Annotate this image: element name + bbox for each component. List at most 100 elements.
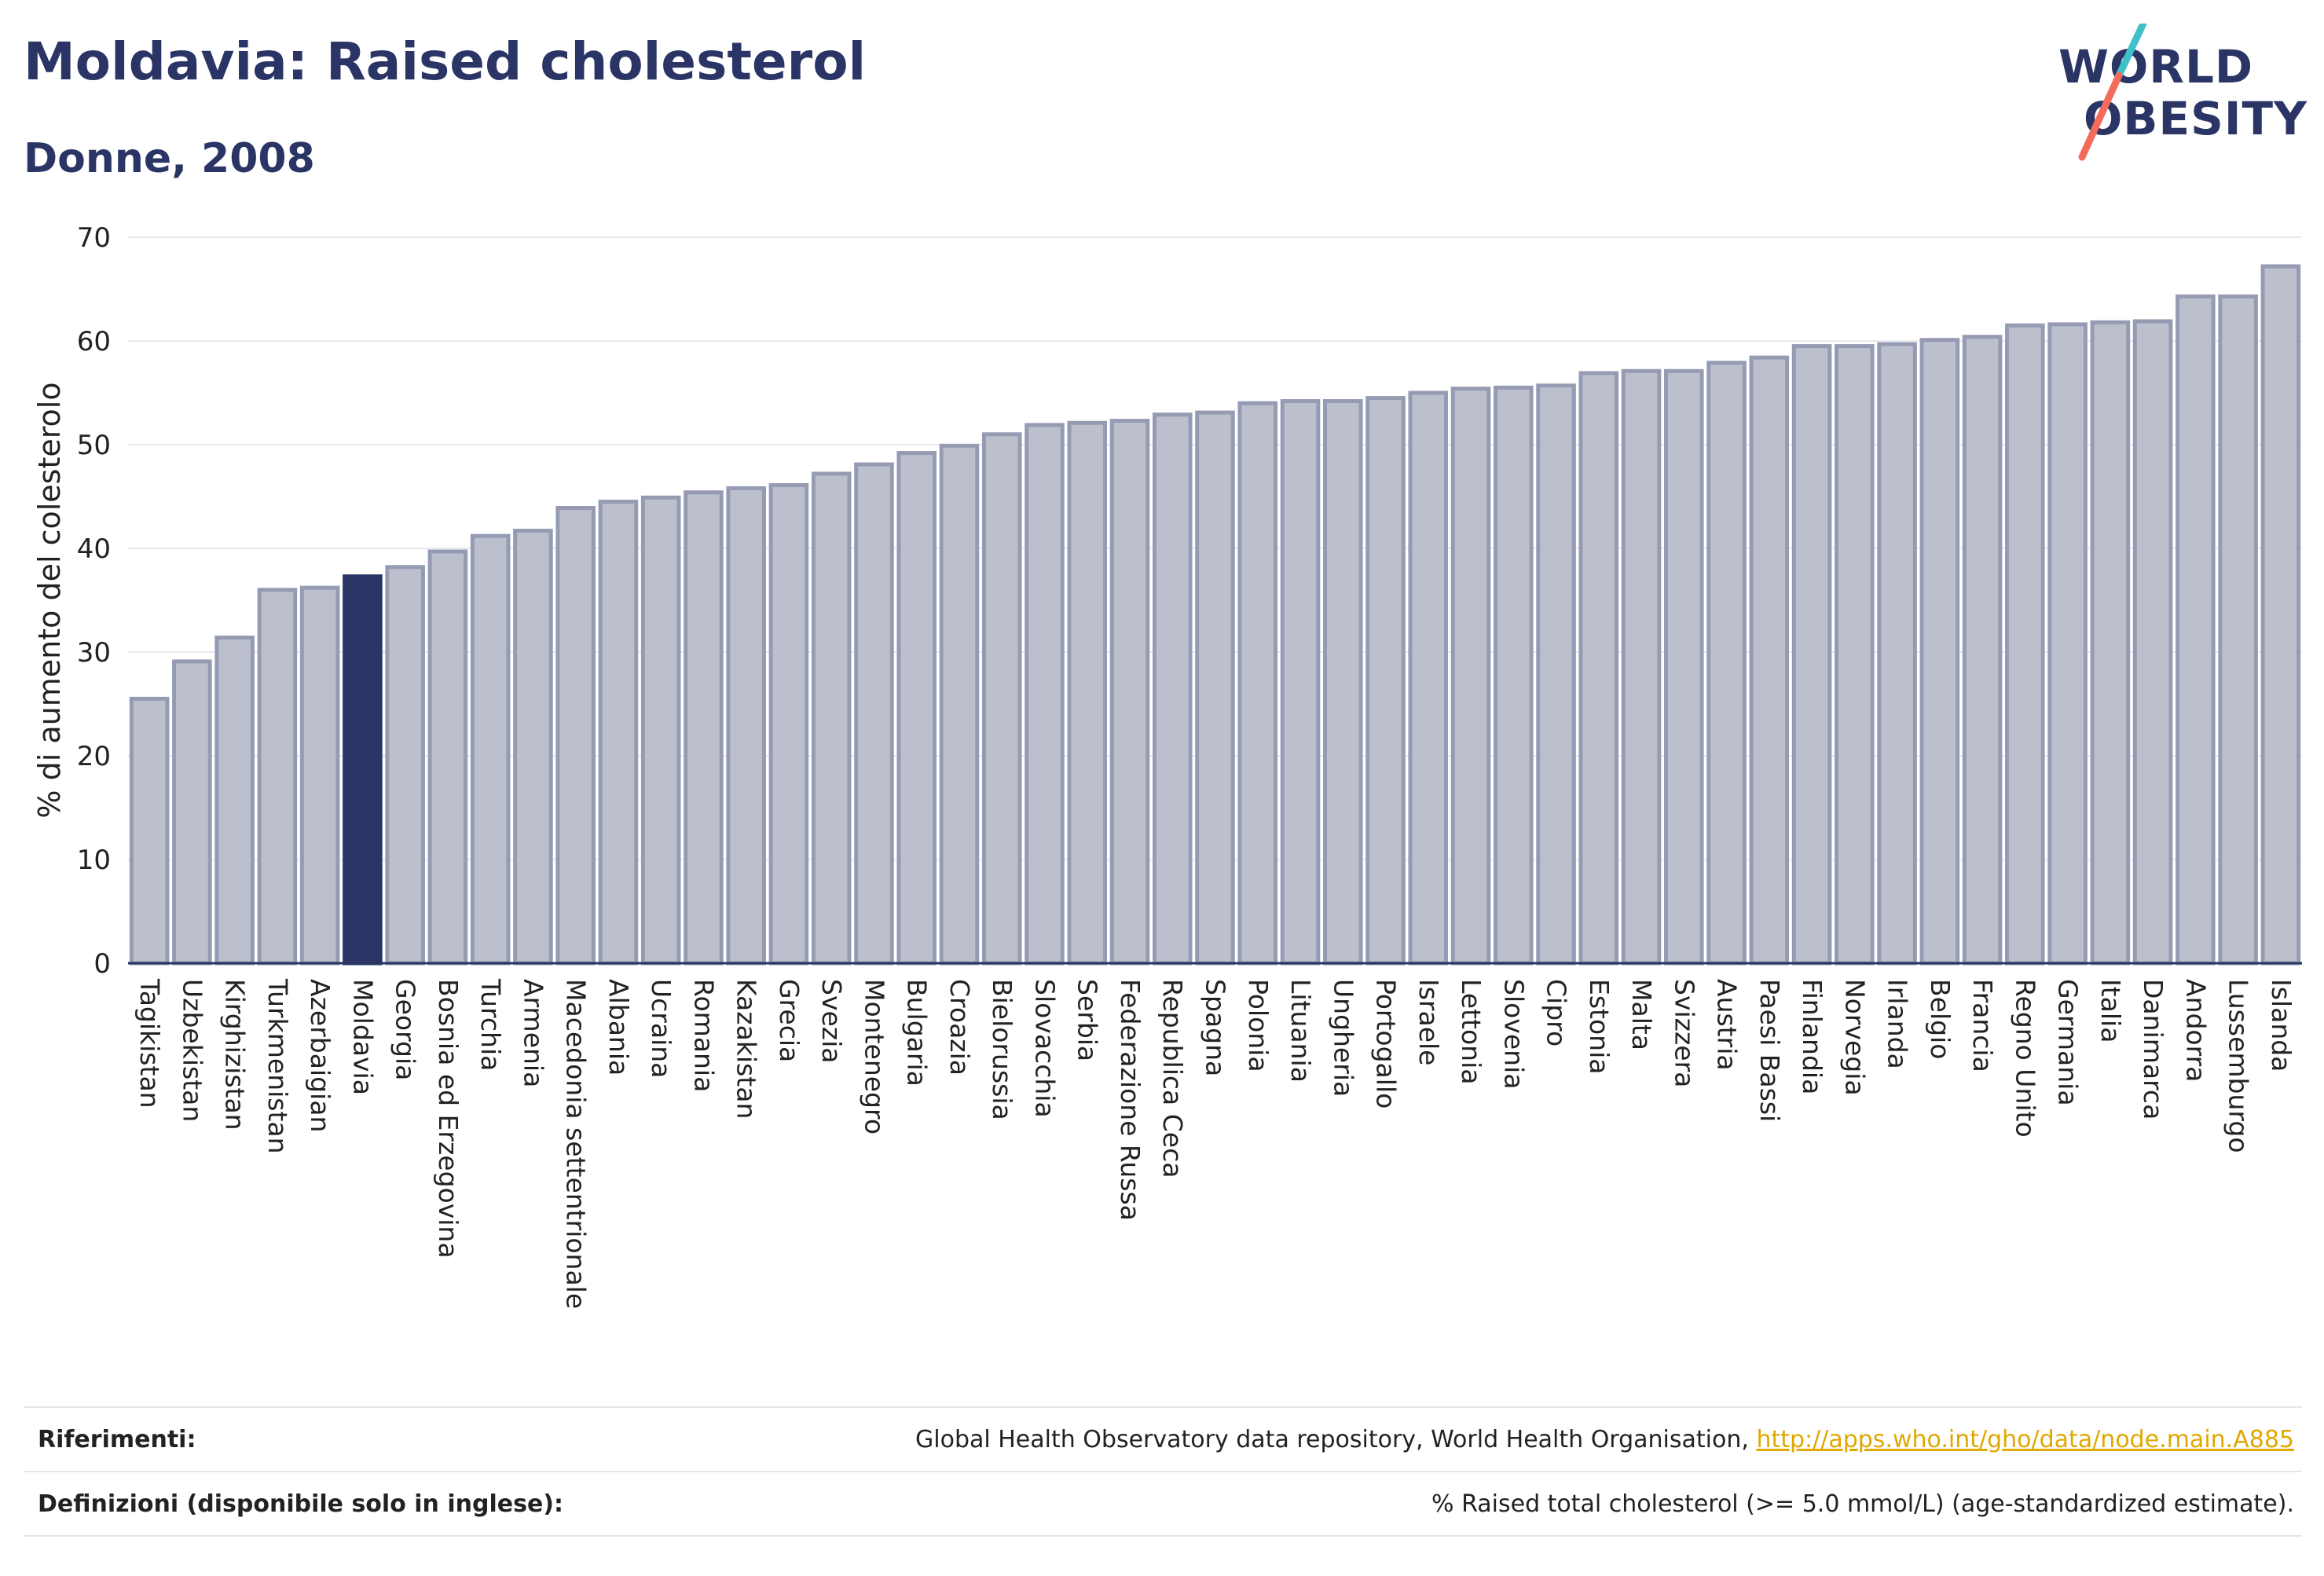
bar-germania: [2047, 322, 2088, 966]
x-tick-label: Cipro: [1541, 979, 1572, 1046]
bar-svizzera: [1664, 368, 1704, 966]
bar-croazia: [939, 443, 980, 966]
x-tick-label: Svizzera: [1669, 979, 1699, 1087]
x-tick-label: Ungheria: [1328, 979, 1358, 1097]
x-tick-label: Romania: [688, 979, 719, 1092]
bar-bosnia-ed-erzegovina: [427, 549, 468, 966]
y-tick-label: 10: [77, 845, 111, 876]
y-tick-label: 20: [77, 741, 111, 772]
y-tick-label: 40: [77, 533, 111, 565]
bar-macedonia-settentrionale: [555, 506, 596, 966]
x-tick-label: Armenia: [518, 979, 548, 1087]
x-tick-label: Malta: [1626, 979, 1657, 1050]
bar-federazione-russa: [1109, 419, 1150, 966]
bar-svezia: [811, 471, 852, 966]
bar-grecia: [768, 482, 809, 966]
bar-turchia: [470, 533, 511, 966]
definitions-label: Definizioni (disponibile solo in inglese…: [38, 1490, 563, 1518]
y-tick-label: 30: [77, 637, 111, 669]
x-tick-label: Turkmenistan: [262, 978, 293, 1154]
x-tick-label: Lettonia: [1456, 979, 1486, 1084]
world-obesity-logo: WORLD OBESITY: [2051, 24, 2310, 165]
bar-republica-ceca: [1152, 412, 1193, 966]
y-tick-label: 50: [77, 430, 111, 461]
y-axis-title: % di aumento del colesterolo: [32, 382, 67, 818]
logo-line-2: OBESITY: [2084, 92, 2308, 145]
x-tick-label: Moldavia: [347, 979, 378, 1095]
bar-chart: 0 10 20 30 40 50 60 70 Tagikistan Uzbekistan Kirg…: [32, 222, 2302, 1309]
bar-lettonia: [1450, 387, 1491, 966]
x-tick-label: Regno Unito: [2010, 979, 2040, 1138]
references-row: Riferimenti: Global Health Observatory d…: [24, 1406, 2302, 1471]
bar-kirghizistan: [214, 636, 255, 966]
y-tick-label: 0: [93, 948, 111, 980]
x-tick-label: Turchia: [475, 978, 506, 1071]
bars: [129, 264, 2301, 966]
bar-portogallo: [1365, 396, 1406, 966]
x-tick-label: Andorra: [2180, 979, 2211, 1082]
x-tick-label: Bosnia ed Erzegovina: [433, 979, 464, 1259]
x-tick-label: Georgia: [390, 979, 421, 1080]
x-tick-label: Kazakistan: [731, 979, 762, 1119]
x-tick-label: Lussemburgo: [2223, 979, 2254, 1153]
bar-belgio: [1919, 338, 1960, 966]
references-value: Global Health Observatory data repositor…: [915, 1426, 2302, 1453]
x-tick-label: Slovacchia: [1029, 979, 1060, 1118]
x-tick-label: Estonia: [1584, 979, 1615, 1074]
x-tick-label: Republica Ceca: [1157, 979, 1188, 1178]
references-text: Global Health Observatory data repositor…: [915, 1425, 1757, 1453]
bar-kazakistan: [726, 486, 766, 966]
bar-islanda: [2260, 264, 2301, 966]
bar-tagikistan: [129, 696, 170, 966]
x-tick-label: Bulgaria: [902, 979, 933, 1087]
bar-austria: [1706, 361, 1747, 966]
bar-slovenia: [1493, 385, 1534, 966]
chart-title: Moldavia: Raised cholesterol: [24, 31, 867, 92]
bar-lussemburgo: [2218, 294, 2258, 966]
chart-subtitle: Donne, 2008: [24, 135, 315, 182]
logo-slash-icon: [2078, 24, 2147, 161]
bar-danimarca: [2132, 319, 2173, 966]
references-label: Riferimenti:: [38, 1425, 196, 1453]
logo-line-1: WORLD: [2058, 40, 2254, 93]
x-tick-label: Germania: [2053, 979, 2084, 1106]
x-tick-label: Azerbaigian: [305, 979, 335, 1132]
bar-bulgaria: [896, 451, 937, 966]
x-tick-label: Kirghizistan: [220, 979, 251, 1131]
bar-uzbekistan: [172, 659, 212, 966]
bar-azerbaigian: [299, 585, 340, 966]
x-tick-label: Islanda: [2266, 979, 2297, 1072]
bar-finlandia: [1791, 344, 1832, 966]
x-tick-label: Lituania: [1285, 979, 1316, 1083]
x-tick-label: Macedonia settentrionale: [561, 979, 592, 1309]
x-tick-label: Paesi Bassi: [1754, 979, 1785, 1122]
bar-albania: [598, 500, 639, 966]
x-tick-label: Italia: [2095, 979, 2126, 1043]
bar-estonia: [1578, 371, 1619, 966]
x-tick-label: Uzbekistan: [177, 979, 207, 1122]
references-link[interactable]: http://apps.who.int/gho/data/node.main.A…: [1756, 1425, 2294, 1453]
x-tick-label: Ucraina: [646, 979, 676, 1078]
bar-cipro: [1536, 383, 1576, 966]
x-tick-label: Austria: [1712, 979, 1743, 1071]
bar-malta: [1621, 368, 1662, 966]
x-tick-label: Grecia: [774, 979, 805, 1062]
bar-turkmenistan: [257, 588, 298, 966]
x-tick-label: Serbia: [1072, 979, 1103, 1061]
x-tick-label: Federazione Russa: [1115, 979, 1146, 1221]
bar-norvegia: [1835, 344, 1875, 966]
x-tick-label: Spagna: [1200, 979, 1231, 1076]
bar-moldavia: [343, 574, 383, 966]
x-tick-label: Belgio: [1925, 979, 1956, 1059]
bar-regno-unito: [2005, 323, 2045, 966]
definitions-row: Definizioni (disponibile solo in inglese…: [24, 1471, 2302, 1537]
x-tick-label: Albania: [603, 979, 634, 1076]
bar-slovacchia: [1025, 423, 1065, 966]
bar-spagna: [1195, 410, 1235, 966]
x-tick-label: Danimarca: [2138, 979, 2168, 1120]
bar-lituania: [1280, 399, 1321, 966]
x-tick-label: Slovenia: [1498, 979, 1529, 1089]
x-tick-label: Norvegia: [1839, 979, 1870, 1096]
bar-armenia: [513, 529, 553, 966]
y-axis-ticks: 0 10 20 30 40 50 60 70: [77, 222, 111, 980]
